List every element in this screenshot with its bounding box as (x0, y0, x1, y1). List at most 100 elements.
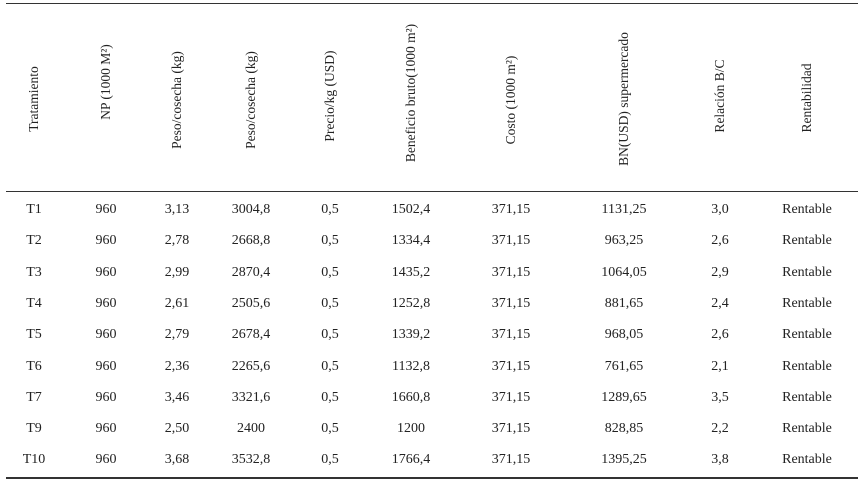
cell-rentabilidad: Rentable (782, 233, 832, 249)
cell-tratamiento: T3 (26, 264, 42, 280)
cell-tratamiento: T1 (26, 202, 42, 217)
cell-precio-kg: 0,5 (321, 389, 339, 405)
cell-bn-supermercado: 1289,65 (601, 389, 647, 405)
cell-peso-cosecha-total: 2400 (237, 421, 265, 437)
cell-precio-kg: 0,5 (321, 327, 339, 343)
cell-bn-supermercado: 1131,25 (601, 202, 647, 217)
cell-precio-kg: 0,5 (321, 295, 339, 311)
cell-relacion-bc: 3,8 (711, 452, 729, 468)
cell-costo: 371,15 (491, 452, 531, 468)
table-header-rule (6, 191, 858, 192)
header-precio-kg: Precio/kg (USD) (322, 50, 337, 142)
cell-peso-cosecha-total: 2668,8 (231, 233, 271, 249)
cell-np: 960 (95, 452, 117, 468)
cell-costo: 371,15 (491, 358, 531, 374)
cell-bn-supermercado: 761,65 (604, 358, 644, 374)
header-rentabilidad: Rentabilidad (799, 63, 814, 133)
cell-relacion-bc: 3,5 (711, 389, 729, 405)
cell-rentabilidad: Rentable (782, 452, 832, 468)
cell-relacion-bc: 2,4 (711, 295, 729, 311)
cell-np: 960 (95, 202, 117, 217)
header-relacion-bc: Relación B/C (712, 59, 727, 133)
cell-costo: 371,15 (491, 295, 531, 311)
cell-costo: 371,15 (491, 421, 531, 437)
cell-np: 960 (95, 389, 117, 405)
cell-costo: 371,15 (491, 264, 531, 280)
cell-tratamiento: T7 (26, 389, 42, 405)
cell-peso-cosecha-unit: 3,68 (164, 452, 190, 468)
cell-tratamiento: T10 (22, 452, 46, 468)
cell-tratamiento: T5 (26, 327, 42, 343)
header-peso-cosecha-unit: Peso/cosecha (kg) (169, 51, 184, 149)
cell-precio-kg: 0,5 (321, 358, 339, 374)
cell-beneficio-bruto: 1132,8 (392, 358, 430, 374)
cell-rentabilidad: Rentable (782, 202, 832, 217)
cell-peso-cosecha-unit: 2,50 (164, 421, 190, 437)
cell-np: 960 (95, 327, 117, 343)
cell-tratamiento: T9 (26, 421, 42, 437)
cell-np: 960 (95, 358, 117, 374)
cell-rentabilidad: Rentable (782, 358, 832, 374)
cell-peso-cosecha-unit: 2,78 (164, 233, 190, 249)
cell-relacion-bc: 2,9 (711, 264, 729, 280)
cell-beneficio-bruto: 1660,8 (391, 389, 431, 405)
header-beneficio-bruto: Beneficio bruto(1000 m²) (403, 23, 418, 163)
cell-peso-cosecha-total: 2505,6 (231, 295, 271, 311)
header-peso-cosecha-total: Peso/cosecha (kg) (243, 51, 258, 149)
cell-bn-supermercado: 963,25 (604, 233, 644, 249)
cell-peso-cosecha-unit: 2,99 (164, 264, 190, 280)
cell-beneficio-bruto: 1502,4 (391, 202, 431, 217)
cell-rentabilidad: Rentable (782, 389, 832, 405)
cell-beneficio-bruto: 1766,4 (391, 452, 431, 468)
cell-costo: 371,15 (491, 202, 531, 217)
cell-precio-kg: 0,5 (321, 452, 339, 468)
cell-relacion-bc: 2,1 (711, 358, 729, 374)
table-bottom-rule (6, 477, 858, 479)
cell-precio-kg: 0,5 (321, 233, 339, 249)
cell-rentabilidad: Rentable (782, 264, 832, 280)
header-np: NP (1000 M²) (98, 44, 113, 120)
header-tratamiento: Tratamiento (26, 66, 41, 132)
header-costo: Costo (1000 m²) (503, 55, 518, 145)
cell-peso-cosecha-unit: 3,46 (164, 389, 190, 405)
cell-beneficio-bruto: 1200 (397, 421, 425, 437)
cell-tratamiento: T6 (26, 358, 42, 374)
cell-beneficio-bruto: 1435,2 (391, 264, 431, 280)
cell-peso-cosecha-unit: 2,79 (164, 327, 190, 343)
cell-tratamiento: T4 (26, 295, 42, 311)
cell-peso-cosecha-total: 2678,4 (231, 327, 271, 343)
cell-costo: 371,15 (491, 233, 531, 249)
cell-bn-supermercado: 1395,25 (601, 452, 647, 468)
cell-rentabilidad: Rentable (782, 421, 832, 437)
cell-peso-cosecha-total: 3321,6 (231, 389, 271, 405)
cell-costo: 371,15 (491, 389, 531, 405)
cell-beneficio-bruto: 1334,4 (391, 233, 431, 249)
cell-np: 960 (95, 233, 117, 249)
cell-beneficio-bruto: 1252,8 (391, 295, 431, 311)
cell-rentabilidad: Rentable (782, 327, 832, 343)
cell-relacion-bc: 3,0 (711, 202, 729, 217)
cell-costo: 371,15 (491, 327, 531, 343)
cell-peso-cosecha-total: 2870,4 (231, 264, 271, 280)
header-bn-supermercado: BN(USD) supermercado (616, 32, 631, 166)
cell-precio-kg: 0,5 (321, 421, 339, 437)
cell-relacion-bc: 2,6 (711, 233, 729, 249)
cell-beneficio-bruto: 1339,2 (391, 327, 431, 343)
cell-precio-kg: 0,5 (321, 202, 339, 217)
cell-peso-cosecha-unit: 2,36 (164, 358, 190, 374)
cell-bn-supermercado: 828,85 (604, 421, 644, 437)
cell-tratamiento: T2 (26, 233, 42, 249)
cell-bn-supermercado: 881,65 (604, 295, 644, 311)
cell-bn-supermercado: 968,05 (604, 327, 644, 343)
cell-np: 960 (95, 295, 117, 311)
cell-relacion-bc: 2,2 (711, 421, 729, 437)
cell-peso-cosecha-total: 2265,6 (231, 358, 271, 374)
cell-peso-cosecha-total: 3004,8 (231, 202, 271, 217)
cell-peso-cosecha-total: 3532,8 (231, 452, 271, 468)
cell-peso-cosecha-unit: 2,61 (164, 295, 190, 311)
cell-bn-supermercado: 1064,05 (601, 264, 647, 280)
cell-rentabilidad: Rentable (782, 295, 832, 311)
cell-precio-kg: 0,5 (321, 264, 339, 280)
cell-relacion-bc: 2,6 (711, 327, 729, 343)
cell-np: 960 (95, 421, 117, 437)
